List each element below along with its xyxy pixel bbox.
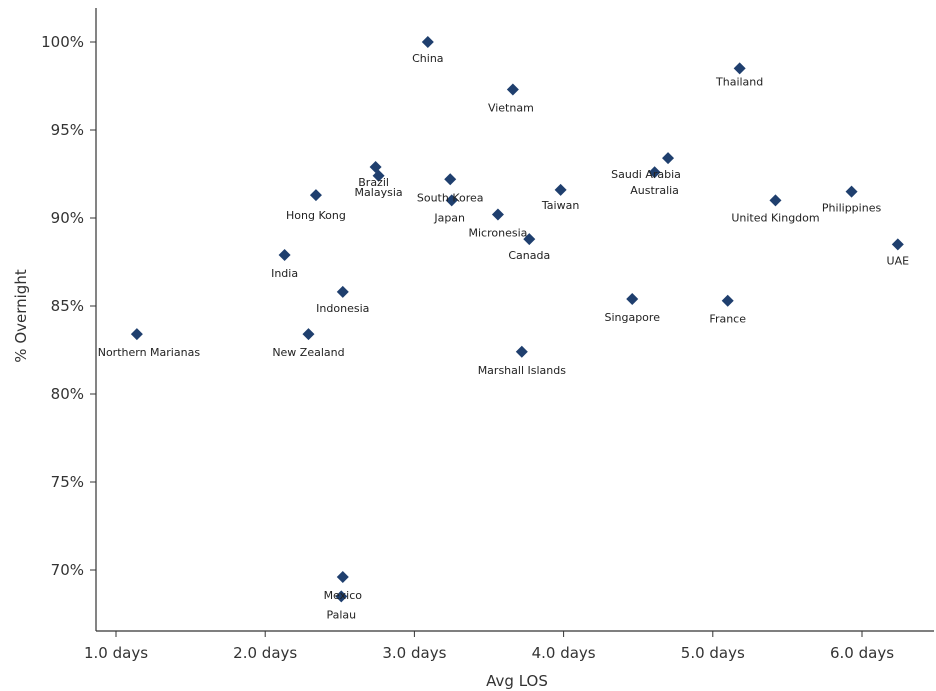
data-point-marker [302, 328, 315, 341]
data-point-marker [278, 248, 291, 261]
point-labels: China Thailand Vietnam Saudi Arabia Australi… [98, 52, 909, 621]
point-label: Canada [508, 249, 550, 262]
point-label: Marshall Islands [478, 364, 567, 377]
point-label: UAE [887, 254, 910, 267]
point-label: Palau [326, 608, 356, 621]
y-tick-label: 80% [51, 385, 84, 403]
point-label: Australia [630, 184, 679, 197]
data-point-marker [309, 189, 322, 202]
x-axis-title: Avg LOS [486, 672, 548, 690]
x-tick-label: 2.0 days [233, 644, 297, 662]
data-point-marker [372, 169, 385, 182]
data-point-marker [891, 238, 904, 251]
y-tick-label: 85% [51, 297, 84, 315]
data-point-marker [130, 328, 143, 341]
point-label: Thailand [715, 75, 763, 88]
y-tick-label: 95% [51, 121, 84, 139]
data-point-marker [554, 183, 567, 196]
data-point-marker [421, 36, 434, 48]
data-point-marker [769, 194, 782, 207]
data-point-marker [626, 292, 639, 305]
data-point-marker [721, 294, 734, 307]
point-label: Vietnam [488, 102, 534, 115]
data-point-marker [662, 152, 675, 165]
y-tick-label: 75% [51, 473, 84, 491]
point-label: Philippines [822, 202, 882, 215]
point-label: France [709, 313, 746, 326]
point-label: United Kingdom [731, 211, 819, 224]
data-points [130, 36, 904, 603]
x-tick-label: 3.0 days [382, 644, 446, 662]
point-label: Taiwan [541, 199, 579, 212]
point-label: China [412, 52, 443, 65]
x-tick-label: 5.0 days [681, 644, 745, 662]
point-label: Malaysia [355, 186, 403, 199]
point-label: Saudi Arabia [611, 168, 681, 181]
data-point-marker [648, 166, 661, 179]
point-label: Mexico [324, 589, 363, 602]
point-label: Indonesia [316, 302, 369, 315]
data-point-marker [491, 208, 504, 221]
point-label: India [271, 267, 298, 280]
y-tick-label: 70% [51, 561, 84, 579]
y-ticks: 70% 75% 80% 85% 90% 95% 100% [41, 33, 96, 579]
data-point-marker [733, 62, 746, 75]
data-point-marker [445, 194, 458, 207]
point-label: South Korea [417, 191, 484, 204]
y-axis-title: % Overnight [12, 269, 30, 363]
point-label: Japan [433, 211, 465, 224]
point-label: Hong Kong [286, 209, 346, 222]
point-label: Northern Marianas [98, 346, 201, 359]
data-point-marker [523, 233, 536, 246]
x-tick-label: 1.0 days [84, 644, 148, 662]
x-ticks: 1.0 days 2.0 days 3.0 days 4.0 days 5.0 days… [84, 631, 894, 662]
x-tick-label: 6.0 days [830, 644, 894, 662]
data-point-marker [336, 571, 349, 584]
point-label: Micronesia [469, 226, 528, 239]
data-point-marker [845, 185, 858, 198]
point-label: Brazil [358, 176, 389, 189]
axes [95, 8, 934, 632]
point-label: New Zealand [272, 346, 344, 359]
data-point-marker [336, 285, 349, 298]
data-point-marker [515, 345, 528, 358]
point-label: Singapore [604, 311, 660, 324]
y-tick-label: 100% [41, 33, 84, 51]
data-point-marker [506, 83, 519, 96]
data-point-marker [335, 590, 348, 603]
data-point-marker [444, 173, 457, 186]
y-tick-label: 90% [51, 209, 84, 227]
x-tick-label: 4.0 days [532, 644, 596, 662]
